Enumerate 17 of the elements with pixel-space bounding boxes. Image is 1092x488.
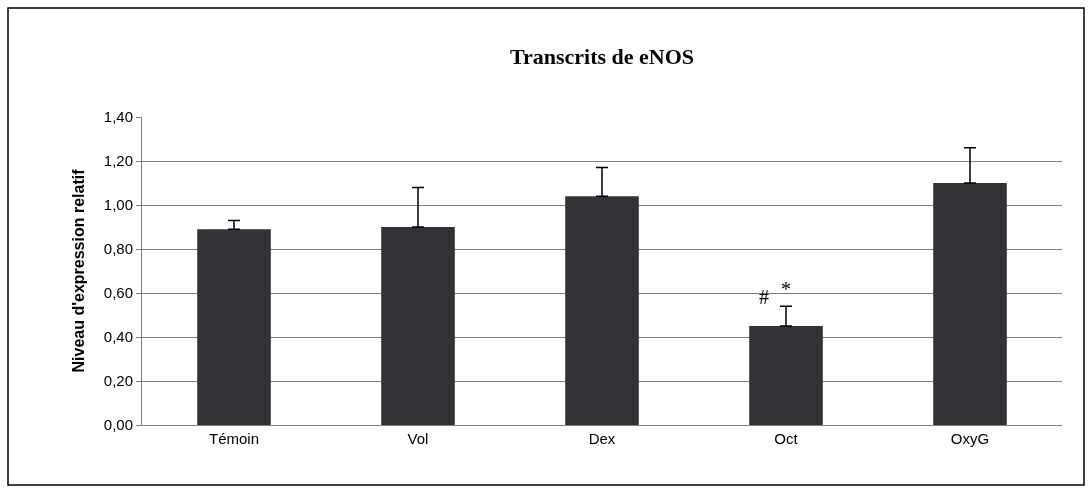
x-tick-label: Oct bbox=[774, 430, 799, 447]
x-tick-label: Dex bbox=[588, 430, 616, 447]
y-tick-label: 1,00 bbox=[103, 196, 133, 214]
y-tick-label: 1,40 bbox=[103, 108, 133, 126]
y-tick-label: 1,20 bbox=[103, 152, 133, 170]
x-tick-label: OxyG bbox=[950, 430, 990, 447]
y-tick-label: 0,20 bbox=[103, 372, 133, 390]
annotation: # bbox=[759, 286, 769, 308]
y-tick-label: 0,40 bbox=[103, 328, 133, 346]
annotation: * bbox=[781, 278, 791, 300]
x-tick-label: Vol bbox=[407, 430, 429, 447]
y-axis-title: Niveau d'expression relatif bbox=[69, 168, 87, 373]
y-tick-label: 0,80 bbox=[103, 240, 133, 258]
chart-title: Transcrits de eNOS bbox=[509, 43, 695, 69]
x-tick-label: Témoin bbox=[208, 430, 260, 447]
y-tick-label: 0,60 bbox=[103, 284, 133, 302]
y-tick-label: 0,00 bbox=[103, 416, 133, 434]
